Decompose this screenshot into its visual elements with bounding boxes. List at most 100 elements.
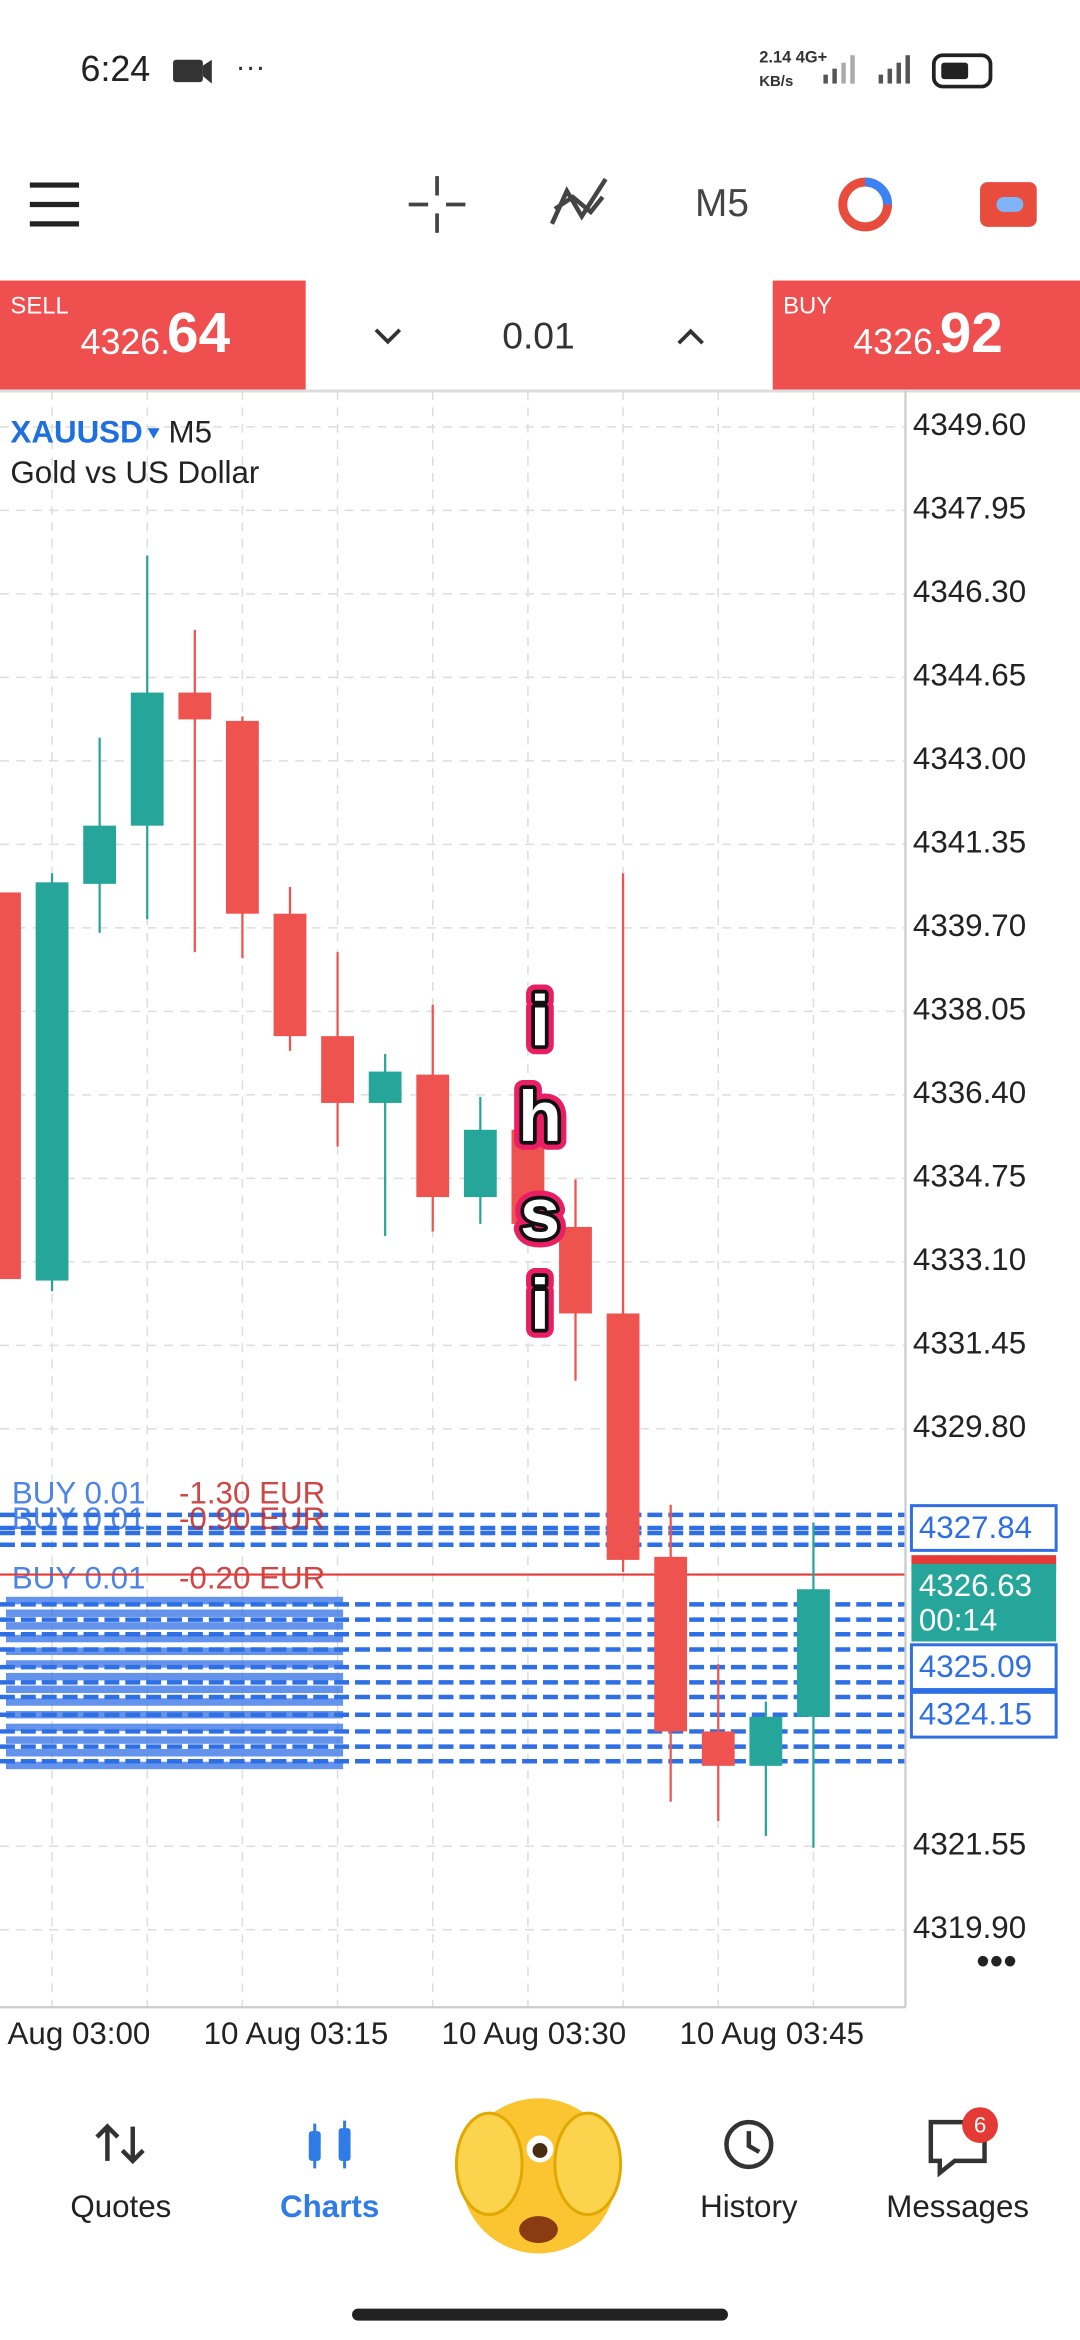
volume-up[interactable]: [677, 328, 704, 345]
symbol-dropdown[interactable]: [147, 428, 160, 439]
order-tag-label: 4327.84: [919, 1510, 1032, 1545]
grid: [0, 390, 906, 2008]
candle-body: [463, 1129, 497, 1198]
messages-badge: [962, 2107, 998, 2144]
y-tick-label: 4334.75: [913, 1159, 1026, 1194]
volume-value[interactable]: 0.01: [502, 315, 575, 357]
volume-down[interactable]: [374, 328, 402, 345]
order-tag-label: 4325.09: [919, 1649, 1032, 1684]
nav-history[interactable]: History: [700, 2189, 798, 2224]
y-tick-label: 4343.00: [913, 741, 1026, 776]
order-tag: [909, 1690, 1058, 1739]
candle-body: [511, 1129, 545, 1224]
y-tick-label: 4339.70: [913, 908, 1026, 943]
nav-charts[interactable]: Charts: [280, 2189, 379, 2224]
overlay-letter: s: [520, 1174, 560, 1254]
position-block: [5, 1596, 344, 1605]
overlay-letter-outline: s: [520, 1174, 560, 1254]
nav-messages[interactable]: Messages: [886, 2189, 1029, 2224]
y-tick-label: 4331.45: [913, 1326, 1026, 1361]
overlay-letter-outline: i: [530, 1265, 550, 1345]
y-tick-label: 4349.60: [913, 407, 1026, 442]
position-block: [5, 1710, 344, 1719]
chart-more[interactable]: •••: [976, 1940, 1017, 1983]
candle-body: [35, 882, 69, 1281]
x-tick-label: 10 Aug 03:45: [679, 2016, 864, 2051]
y-tick-label: 4329.80: [913, 1409, 1026, 1444]
candle-body: [83, 825, 117, 884]
menu-button[interactable]: [29, 182, 80, 227]
y-tick-label: 4333.10: [913, 1242, 1026, 1277]
network-unit: KB/s: [759, 73, 793, 90]
y-tick-label: 4321.55: [913, 1827, 1026, 1862]
position-block: [5, 1609, 344, 1617]
candle-body: [606, 1313, 640, 1560]
position-block: [5, 1622, 344, 1630]
battery-level: [941, 62, 969, 80]
bid-tag-price: 4326.63: [919, 1568, 1032, 1603]
camera-icon: [202, 59, 212, 84]
position-label: BUY 0.01: [12, 1501, 146, 1536]
buy-price-suffix: 92: [940, 302, 1003, 365]
emoji-sticker: [454, 2098, 623, 2254]
bid-tag-timer: 00:14: [919, 1602, 997, 1637]
y-tick-label: 4338.05: [913, 992, 1026, 1027]
candle-body: [749, 1716, 783, 1766]
status-more: ···: [236, 51, 266, 84]
buy-button[interactable]: [772, 280, 1080, 391]
signal-icons: [823, 55, 910, 84]
buy-label: BUY: [783, 293, 832, 320]
plot: BUY 0.01 -1.30 EUR BUY 0.01 -0.90 EUR BUY 0.…: [0, 555, 906, 1848]
position-block: [5, 1685, 344, 1694]
crosshair-button[interactable]: [408, 176, 466, 233]
x-tick-label: 10 Aug 03:15: [204, 2016, 389, 2051]
position-block: [5, 1647, 344, 1656]
sell-button[interactable]: [0, 280, 306, 391]
chart-timeframe: M5: [169, 415, 213, 450]
bid-tag: [911, 1563, 1057, 1642]
position-block: [5, 1698, 344, 1706]
candle-body: [701, 1731, 735, 1766]
candle-body: [130, 692, 164, 826]
candle-body: [654, 1556, 688, 1732]
timeframe-button[interactable]: M5: [695, 182, 749, 225]
camera-icon: [173, 59, 203, 83]
symbol[interactable]: XAUUSD: [10, 415, 142, 450]
messages-badge-count: 6: [974, 2112, 986, 2137]
candle-body: [559, 1226, 592, 1314]
trade-button-accent: [864, 177, 893, 205]
charts-icon: [308, 2120, 351, 2169]
buy-price-prefix: 4326.: [853, 322, 943, 362]
symbol-description: Gold vs US Dollar: [10, 455, 259, 490]
candle-body: [273, 913, 307, 1037]
position-label: BUY 0.01: [12, 1561, 146, 1596]
candle-body: [797, 1589, 830, 1717]
indicators-button[interactable]: [549, 177, 608, 225]
position-label: BUY 0.01: [12, 1476, 146, 1511]
y-tick-label: 4344.65: [913, 658, 1026, 693]
candle-body: [321, 1036, 354, 1103]
position-profit: -0.20 EUR: [179, 1561, 325, 1596]
quotes-icon: [95, 2123, 145, 2165]
position-block: [5, 1723, 344, 1732]
candle-body: [368, 1071, 402, 1103]
order-tag: [909, 1643, 1058, 1692]
position-block: [5, 1761, 344, 1770]
overlay-letter-outline: h: [518, 1077, 562, 1157]
y-tick-label: 4319.90: [913, 1910, 1026, 1945]
network-speed: 2.14 4G+: [759, 49, 827, 67]
position-block: [5, 1634, 344, 1643]
order-tag: [909, 1504, 1058, 1552]
position-block: [5, 1672, 344, 1681]
position-block: [5, 1736, 344, 1744]
nav-quotes[interactable]: Quotes: [70, 2189, 171, 2224]
position-profit: -0.90 EUR: [179, 1501, 325, 1536]
y-tick-label: 4346.30: [913, 574, 1026, 609]
position-block: [5, 1749, 344, 1757]
candle-body: [225, 720, 259, 914]
x-tick-label: 10 Aug 03:30: [442, 2016, 627, 2051]
status-time: 6:24: [81, 49, 151, 89]
